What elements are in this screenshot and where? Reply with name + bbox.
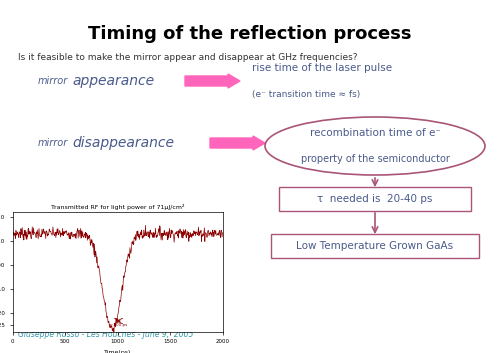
Text: Timing of the reflection process: Timing of the reflection process <box>88 25 412 43</box>
X-axis label: Time(ps): Time(ps) <box>104 350 131 353</box>
Text: τ  needed is  20-40 ps: τ needed is 20-40 ps <box>318 194 432 204</box>
Text: disappearance: disappearance <box>72 136 174 150</box>
Text: rise time of the laser pulse: rise time of the laser pulse <box>252 63 392 73</box>
FancyArrow shape <box>210 136 265 150</box>
Text: Is it feasible to make the mirror appear and disappear at GHz frequencies?: Is it feasible to make the mirror appear… <box>18 53 357 62</box>
Title: Transmitted RF for light power of 71μJ/cm²: Transmitted RF for light power of 71μJ/c… <box>51 204 184 210</box>
Text: mirror: mirror <box>38 76 68 86</box>
FancyBboxPatch shape <box>279 187 471 211</box>
Text: appearance: appearance <box>72 74 154 88</box>
Ellipse shape <box>265 117 485 175</box>
FancyArrow shape <box>185 74 240 88</box>
Text: ~100 ps: ~100 ps <box>110 323 127 327</box>
Text: Giuseppe Russo - Les Houches - June 9,  2005: Giuseppe Russo - Les Houches - June 9, 2… <box>18 330 194 339</box>
Text: recombination time of e⁻: recombination time of e⁻ <box>310 128 440 138</box>
Text: (e⁻ transition time ≈ fs): (e⁻ transition time ≈ fs) <box>252 90 360 99</box>
Text: property of the semiconductor: property of the semiconductor <box>300 154 450 164</box>
FancyBboxPatch shape <box>271 234 479 258</box>
Text: Low Temperature Grown GaAs: Low Temperature Grown GaAs <box>296 241 454 251</box>
Text: mirror: mirror <box>38 138 68 148</box>
